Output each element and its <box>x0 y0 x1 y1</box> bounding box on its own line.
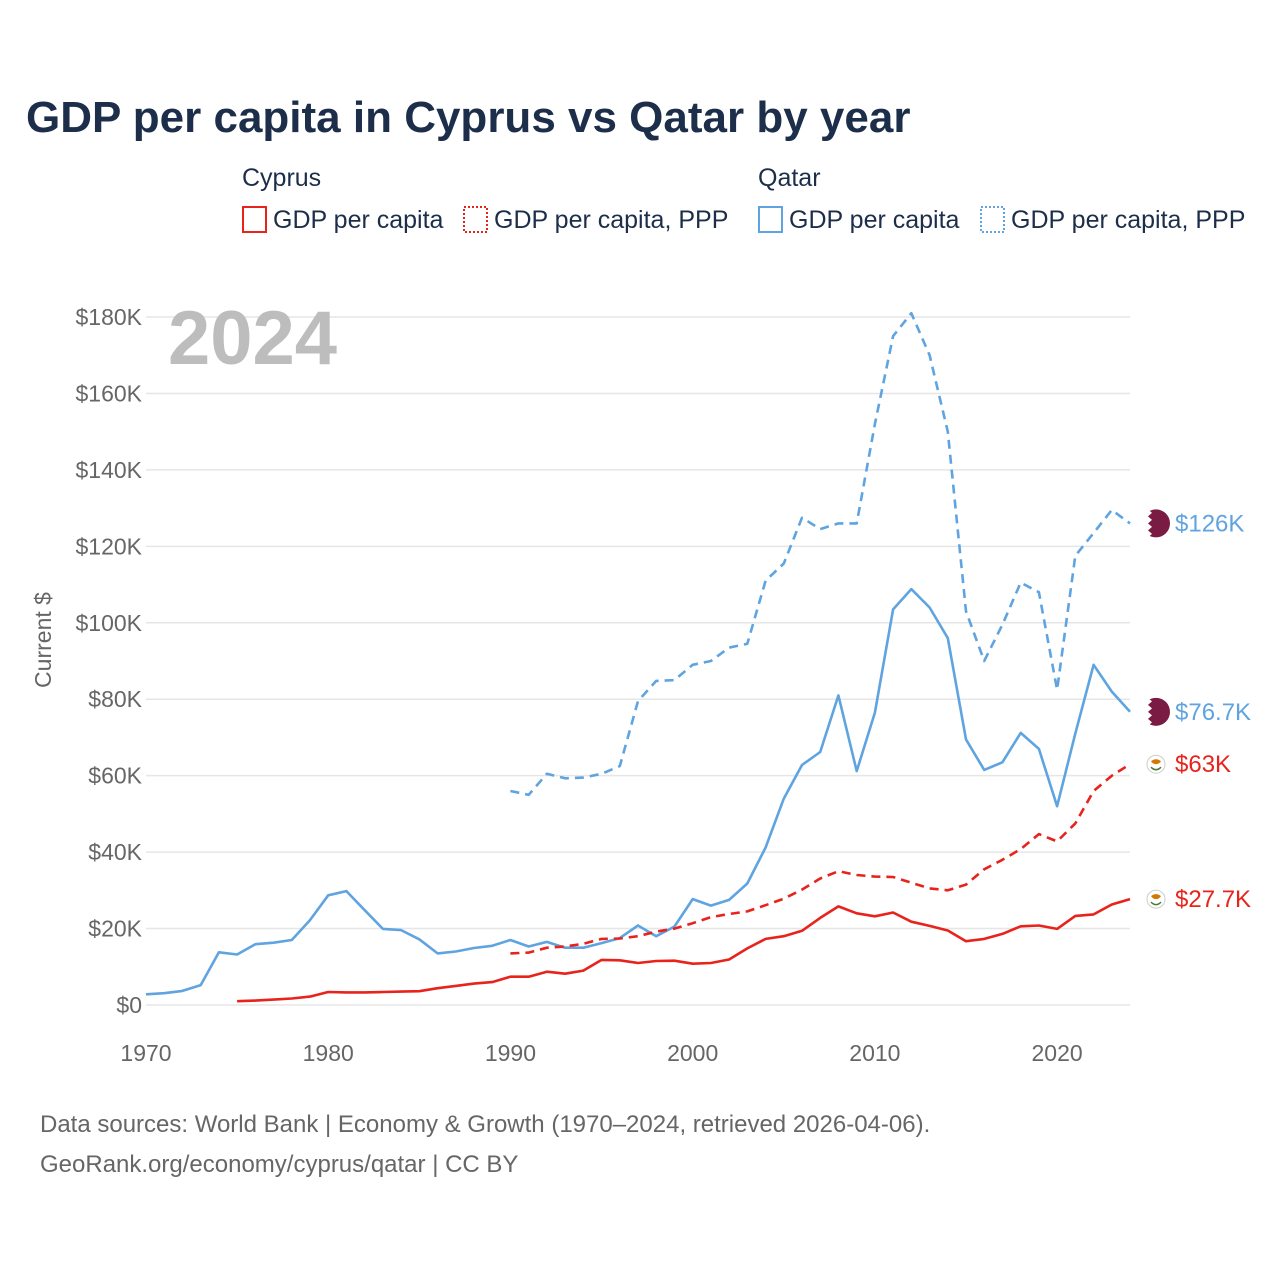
y-tick-label: $180K <box>75 304 142 330</box>
x-tick-label: 2010 <box>849 1040 900 1066</box>
y-tick-label: $60K <box>88 763 142 789</box>
source-line-2: GeoRank.org/economy/cyprus/qatar | CC BY <box>40 1151 518 1178</box>
gridlines <box>146 316 1130 1006</box>
x-tick-label: 1980 <box>303 1040 354 1066</box>
qatar-flag-icon <box>1142 697 1170 726</box>
x-tick-label: 2020 <box>1032 1040 1083 1066</box>
series-line-qatar-gdp-per-capita-ppp <box>510 311 1131 797</box>
series-line-qatar-gdp-per-capita <box>145 587 1131 996</box>
chart-title: GDP per capita in Cyprus vs Qatar by yea… <box>26 93 910 142</box>
y-tick-label: $0 <box>116 992 142 1018</box>
y-tick-label: $120K <box>75 533 142 559</box>
legend-swatch-cyprus-ppp <box>463 206 488 233</box>
qatar-flag-icon <box>1142 509 1170 538</box>
y-tick-label: $140K <box>75 457 142 483</box>
x-tick-label: 1990 <box>485 1040 536 1066</box>
cyprus-flag-icon <box>1146 754 1166 774</box>
legend-label-cyprus-ppp: GDP per capita, PPP <box>494 206 728 234</box>
legend-swatch-cyprus-gdp <box>242 206 267 233</box>
x-tick-label: 2000 <box>667 1040 718 1066</box>
series-lines <box>145 311 1131 1003</box>
y-axis: $0 $20K $40K $60K $80K $100K $120K $140K $160K $1… <box>75 304 142 1018</box>
legend: Cyprus Qatar GDP per capita GDP per capi… <box>242 164 1245 234</box>
legend-swatch-qatar-gdp <box>758 206 783 233</box>
x-axis: 1970 1980 1990 2000 2010 2020 <box>120 1040 1082 1066</box>
legend-group-cyprus: Cyprus <box>242 164 321 192</box>
end-markers: $126K $76.7K $63K $27.7K <box>1142 509 1251 913</box>
legend-label-cyprus-gdp: GDP per capita <box>273 206 444 234</box>
legend-label-qatar-gdp: GDP per capita <box>789 206 960 234</box>
year-watermark: 2024 <box>168 296 337 381</box>
y-tick-label: $40K <box>88 839 142 865</box>
y-tick-label: $80K <box>88 686 142 712</box>
source-line-1: Data sources: World Bank | Economy & Gro… <box>40 1111 930 1138</box>
end-label-qatar-gdp-per-capita: $76.7K <box>1175 699 1251 726</box>
y-tick-label: $20K <box>88 916 142 942</box>
y-tick-label: $160K <box>75 380 142 406</box>
y-tick-label: $100K <box>75 610 142 636</box>
x-tick-label: 1970 <box>120 1040 171 1066</box>
end-label-qatar-gdp-per-capita-ppp: $126K <box>1175 510 1244 537</box>
cyprus-flag-icon <box>1146 889 1166 909</box>
legend-label-qatar-ppp: GDP per capita, PPP <box>1011 206 1245 234</box>
end-label-cyprus-gdp-per-capita: $27.7K <box>1175 886 1251 913</box>
legend-swatch-qatar-ppp <box>980 206 1005 233</box>
legend-group-qatar: Qatar <box>758 164 821 192</box>
end-label-cyprus-gdp-per-capita-ppp: $63K <box>1175 751 1231 778</box>
series-line-cyprus-gdp-per-capita <box>237 897 1131 1003</box>
series-line-cyprus-gdp-per-capita-ppp <box>510 763 1131 955</box>
y-axis-title: Current $ <box>30 592 56 688</box>
